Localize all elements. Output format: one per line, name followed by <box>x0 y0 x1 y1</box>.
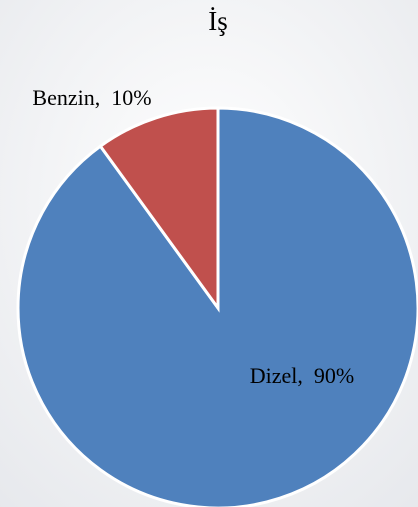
pie-slice <box>98 106 220 313</box>
chart-title: İş <box>208 6 228 36</box>
data-label: Benzin, 10% <box>32 85 151 110</box>
data-label: Dizel, 90% <box>250 363 354 388</box>
pie-slice <box>16 106 418 507</box>
